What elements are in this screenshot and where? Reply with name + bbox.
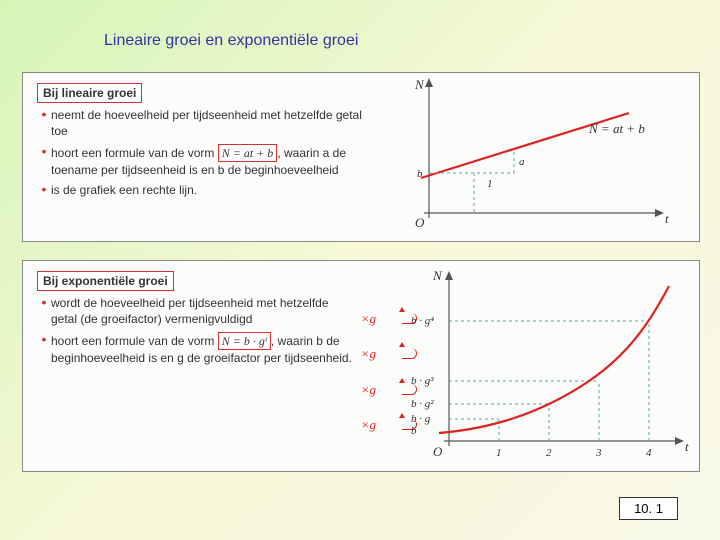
svg-text:t: t <box>685 439 689 454</box>
linear-panel: Bij lineaire groei • neemt de hoeveelhei… <box>22 72 700 242</box>
svg-text:b · g³: b · g³ <box>411 375 434 387</box>
svg-text:t: t <box>665 211 669 226</box>
linear-formula: N = at + b <box>218 144 278 162</box>
exponential-bullet-2: • hoort een formule van de vorm N = b · … <box>37 332 353 366</box>
page-number: 10. 1 <box>619 497 678 520</box>
linear-bullet-2: • hoort een formule van de vorm N = at +… <box>37 144 381 178</box>
svg-text:a: a <box>519 156 525 168</box>
bullet-icon: • <box>37 144 51 178</box>
svg-text:N: N <box>414 77 425 92</box>
exponential-bullet-1: • wordt de hoeveelheid per tijdseenheid … <box>37 295 353 327</box>
linear-bullet-1: • neemt de hoeveelheid per tijdseenheid … <box>37 107 381 139</box>
bullet-icon: • <box>37 332 51 366</box>
xg-label: ×g <box>361 346 399 362</box>
exponential-text: Bij exponentiële groei • wordt de hoevee… <box>23 261 361 471</box>
svg-text:4: 4 <box>646 447 652 459</box>
svg-text:1: 1 <box>496 447 502 459</box>
svg-text:N: N <box>432 268 443 283</box>
exponential-panel: Bij exponentiële groei • wordt de hoevee… <box>22 260 700 472</box>
linear-text: Bij lineaire groei • neemt de hoeveelhei… <box>23 73 389 241</box>
exponential-header: Bij exponentiële groei <box>37 271 174 291</box>
linear-bullet-3: • is de grafiek een rechte lijn. <box>37 182 381 198</box>
bullet-icon: • <box>37 107 51 139</box>
xg-label: ×g <box>361 311 399 327</box>
svg-text:b: b <box>417 168 423 180</box>
xg-label: ×g <box>361 382 399 398</box>
svg-text:O: O <box>433 444 443 459</box>
bullet-icon: • <box>37 295 51 327</box>
linear-header: Bij lineaire groei <box>37 83 142 103</box>
bullet-icon: • <box>37 182 51 198</box>
xg-column: ×g ×g ×g ×g <box>361 261 399 471</box>
svg-text:b: b <box>411 425 417 437</box>
svg-text:b · g⁴: b · g⁴ <box>411 315 434 327</box>
linear-chart: N t O b 1 a N = at + b <box>389 73 699 241</box>
svg-text:b · g²: b · g² <box>411 398 434 410</box>
svg-text:3: 3 <box>595 447 602 459</box>
xg-label: ×g <box>361 417 399 433</box>
svg-text:O: O <box>415 215 425 230</box>
exponential-chart: N t O 1 2 3 4 <box>399 261 699 471</box>
svg-text:1: 1 <box>487 178 493 190</box>
svg-text:2: 2 <box>546 447 552 459</box>
slide-title: Lineaire groei en exponentiële groei <box>104 32 358 50</box>
exponential-formula: N = b · gᵗ <box>218 332 271 350</box>
svg-text:N = at + b: N = at + b <box>588 121 645 136</box>
svg-text:b · g: b · g <box>411 413 431 425</box>
